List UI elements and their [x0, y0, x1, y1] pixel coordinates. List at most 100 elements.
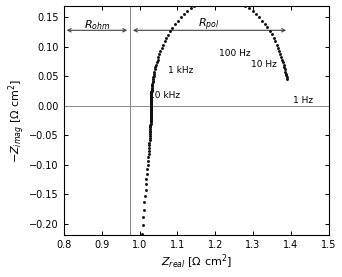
- Point: [148, 97, 154, 102]
- Point: [148, 106, 154, 110]
- Point: [143, 182, 149, 186]
- Point: [148, 107, 154, 112]
- Point: [148, 103, 154, 107]
- Point: [148, 101, 154, 106]
- Point: [160, 42, 166, 47]
- Point: [148, 105, 154, 109]
- Point: [256, 15, 262, 20]
- Point: [139, 242, 144, 246]
- Point: [273, 39, 278, 43]
- Point: [152, 67, 158, 72]
- Point: [269, 32, 274, 37]
- Point: [277, 49, 282, 53]
- Point: [149, 88, 154, 92]
- Point: [279, 55, 284, 59]
- Point: [275, 45, 281, 50]
- Point: [139, 232, 145, 237]
- Text: 10 kHz: 10 kHz: [149, 91, 180, 100]
- Point: [145, 159, 151, 163]
- Point: [145, 163, 150, 167]
- Point: [148, 98, 154, 102]
- Point: [148, 108, 154, 112]
- Point: [148, 113, 154, 117]
- Point: [148, 93, 154, 98]
- Point: [146, 149, 152, 153]
- Text: $R_{ohm}$: $R_{ohm}$: [84, 18, 110, 32]
- Point: [144, 176, 149, 181]
- Point: [148, 109, 154, 113]
- Point: [149, 83, 155, 87]
- X-axis label: $Z_{real}$ [$\Omega$ cm$^2$]: $Z_{real}$ [$\Omega$ cm$^2$]: [161, 253, 232, 271]
- Point: [149, 90, 154, 95]
- Point: [155, 57, 160, 62]
- Point: [153, 65, 158, 70]
- Point: [148, 101, 154, 105]
- Point: [274, 42, 279, 47]
- Point: [148, 106, 154, 111]
- Point: [146, 146, 152, 150]
- Point: [267, 29, 272, 33]
- Point: [283, 71, 289, 76]
- Point: [280, 60, 286, 64]
- Point: [143, 188, 148, 192]
- Point: [147, 138, 152, 142]
- Point: [149, 84, 155, 89]
- Point: [247, 6, 252, 11]
- Point: [204, 0, 209, 2]
- Point: [148, 104, 154, 108]
- Point: [137, 263, 143, 267]
- Point: [140, 223, 145, 228]
- Point: [158, 49, 163, 53]
- Point: [148, 92, 154, 96]
- Point: [148, 102, 154, 106]
- Point: [159, 46, 165, 50]
- Point: [150, 77, 156, 81]
- Point: [147, 130, 153, 134]
- Point: [148, 104, 154, 108]
- Point: [148, 100, 154, 104]
- Point: [138, 252, 143, 257]
- Point: [188, 6, 193, 11]
- Point: [148, 100, 154, 104]
- Point: [175, 19, 180, 23]
- Point: [147, 140, 152, 145]
- Point: [148, 121, 153, 126]
- Point: [147, 132, 153, 136]
- Point: [184, 9, 190, 13]
- Point: [170, 25, 175, 30]
- Point: [148, 96, 154, 100]
- Point: [148, 101, 154, 105]
- Point: [148, 102, 154, 106]
- Point: [148, 118, 153, 123]
- Point: [148, 98, 154, 103]
- Point: [148, 104, 154, 109]
- Point: [148, 102, 154, 107]
- Point: [150, 80, 155, 84]
- Point: [148, 110, 154, 114]
- Point: [148, 111, 154, 115]
- Point: [148, 98, 154, 102]
- Point: [283, 69, 288, 74]
- Point: [166, 32, 171, 37]
- Point: [172, 22, 178, 26]
- Point: [222, 0, 227, 1]
- Point: [148, 104, 154, 109]
- Point: [168, 29, 173, 33]
- Point: [148, 105, 154, 110]
- Point: [148, 115, 154, 119]
- Point: [148, 104, 154, 108]
- Point: [148, 124, 153, 128]
- Point: [148, 100, 154, 105]
- Point: [147, 134, 153, 138]
- Point: [148, 103, 154, 107]
- Point: [148, 116, 154, 120]
- Point: [148, 103, 154, 107]
- Point: [148, 95, 154, 100]
- Point: [148, 114, 154, 119]
- Point: [149, 89, 154, 94]
- Point: [162, 39, 167, 43]
- Point: [178, 15, 183, 20]
- Point: [196, 1, 201, 6]
- Point: [148, 91, 154, 96]
- Point: [282, 67, 288, 71]
